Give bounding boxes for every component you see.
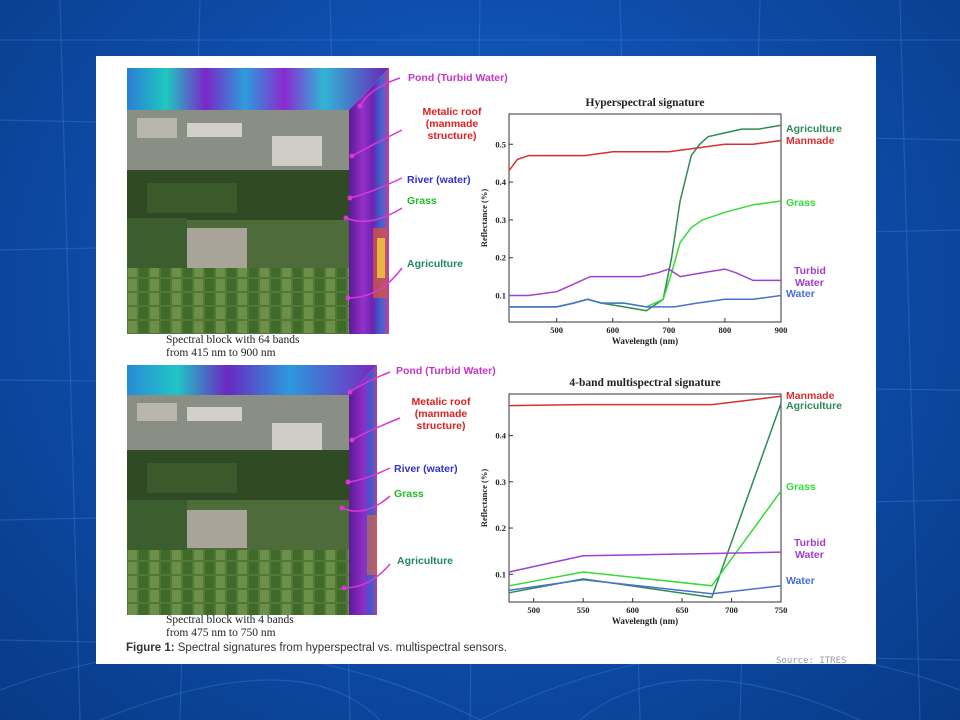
series-line-water bbox=[509, 294, 782, 308]
series-label: Water bbox=[795, 277, 824, 289]
x-tick-label: 900 bbox=[775, 325, 788, 335]
bottom-annotation-pond: Pond (Turbid Water) bbox=[396, 365, 496, 377]
series-label: Water bbox=[795, 549, 824, 561]
annotation-line: structure) bbox=[416, 420, 466, 432]
top-annotation-river: River (water) bbox=[407, 174, 471, 186]
multispectral-chart: 4-band multispectral signature 500 550 600 6… bbox=[479, 377, 842, 626]
x-tick-label: 700 bbox=[725, 605, 738, 615]
bottom-annotation-agriculture: Agriculture bbox=[397, 555, 453, 567]
chart-title: Hyperspectral signature bbox=[586, 97, 705, 109]
series-line-turbid-water bbox=[509, 268, 781, 297]
y-tick-label: 0.1 bbox=[495, 569, 506, 579]
top-cube-label-line1: Spectral block with 64 bands bbox=[166, 334, 300, 346]
bottom-annotation-metal-roof: Metalic roof (manmade structure) bbox=[405, 396, 477, 432]
y-axis-label: Reflectance (%) bbox=[479, 469, 489, 527]
series-label: Water bbox=[786, 288, 815, 300]
y-tick-label: 0.2 bbox=[495, 523, 506, 533]
chart-title: 4-band multispectral signature bbox=[569, 377, 720, 389]
series-line-turbid-water bbox=[508, 551, 782, 573]
annotation-line: Grass bbox=[407, 195, 437, 207]
series-label: Manmade bbox=[786, 390, 835, 402]
y-tick-label: 0.1 bbox=[495, 291, 506, 301]
multispectral-cube-image bbox=[127, 365, 377, 615]
source-credit: Source: ITRES bbox=[776, 656, 847, 666]
annotation-line: Pond (Turbid Water) bbox=[396, 365, 496, 377]
x-tick-label: 500 bbox=[527, 605, 540, 615]
series-label: Grass bbox=[786, 197, 816, 209]
x-tick-label: 600 bbox=[626, 605, 639, 615]
annotation-line: Metalic roof bbox=[411, 396, 471, 408]
hyperspectral-chart: Hyperspectral signature 500 600 700 800 900 0.… bbox=[479, 97, 842, 346]
series-line-manmade bbox=[508, 395, 782, 407]
annotation-line: (manmade bbox=[425, 118, 479, 130]
x-tick-label: 650 bbox=[676, 605, 689, 615]
series-label: Agriculture bbox=[786, 400, 842, 412]
top-annotation-leaders bbox=[343, 77, 403, 301]
top-annotation-grass: Grass bbox=[407, 195, 437, 207]
annotation-line: Agriculture bbox=[397, 555, 454, 567]
series-line-agriculture bbox=[508, 402, 782, 599]
x-axis-label: Wavelength (nm) bbox=[612, 336, 678, 346]
top-annotation-metal-roof: Metalic roof (manmade structure) bbox=[416, 106, 488, 142]
x-tick-label: 700 bbox=[662, 325, 675, 335]
series-label: Turbid bbox=[794, 265, 826, 277]
annotation-line: River (water) bbox=[407, 174, 471, 186]
series-line-water bbox=[508, 579, 782, 595]
series-label: Water bbox=[786, 575, 815, 587]
top-cube-label: Spectral block with 64 bands from 415 nm… bbox=[166, 334, 300, 360]
annotation-line: Grass bbox=[394, 488, 424, 500]
series-line-grass bbox=[508, 490, 782, 587]
y-tick-label: 0.5 bbox=[495, 139, 506, 149]
x-tick-label: 800 bbox=[719, 325, 732, 335]
bottom-annotation-leaders bbox=[339, 371, 401, 591]
annotation-line: Agriculture bbox=[407, 258, 464, 270]
x-tick-label: 600 bbox=[606, 325, 619, 335]
x-tick-label: 750 bbox=[775, 605, 788, 615]
series-line-manmade bbox=[508, 139, 782, 172]
bottom-cube-label-line2: from 475 nm to 750 nm bbox=[166, 627, 276, 639]
annotation-line: River (water) bbox=[394, 463, 458, 475]
plot-frame bbox=[508, 113, 782, 323]
annotation-line: Metalic roof bbox=[422, 106, 482, 118]
y-tick-label: 0.3 bbox=[495, 215, 506, 225]
annotation-line: structure) bbox=[427, 130, 477, 142]
top-cube-label-line2: from 415 nm to 900 nm bbox=[166, 347, 276, 359]
bottom-annotation-river: River (water) bbox=[394, 463, 458, 475]
series-line-grass bbox=[509, 200, 782, 308]
y-tick-label: 0.3 bbox=[495, 477, 506, 487]
figure-caption: Figure 1: Spectral signatures from hyper… bbox=[126, 642, 507, 654]
series-label: Agriculture bbox=[786, 123, 842, 135]
y-axis-label: Reflectance (%) bbox=[479, 189, 489, 247]
top-annotation-agriculture: Agriculture bbox=[407, 258, 463, 270]
hyperspectral-cube-image bbox=[127, 68, 389, 334]
x-tick-label: 500 bbox=[550, 325, 563, 335]
bottom-cube-label-line1: Spectral block with 4 bands bbox=[166, 614, 294, 626]
figure-caption-label: Figure 1: bbox=[126, 642, 175, 654]
y-tick-label: 0.4 bbox=[495, 431, 506, 441]
series-line-agriculture bbox=[509, 124, 782, 312]
series-label: Manmade bbox=[786, 135, 835, 147]
series-label: Turbid bbox=[794, 537, 826, 549]
series-label: Grass bbox=[786, 481, 816, 493]
y-tick-label: 0.4 bbox=[495, 177, 506, 187]
x-axis-label: Wavelength (nm) bbox=[612, 616, 678, 626]
x-tick-label: 550 bbox=[577, 605, 590, 615]
annotation-line: Pond (Turbid Water) bbox=[408, 72, 508, 84]
top-annotation-pond: Pond (Turbid Water) bbox=[408, 72, 508, 84]
plot-frame bbox=[508, 393, 782, 603]
y-tick-label: 0.2 bbox=[495, 253, 506, 263]
bottom-cube-label: Spectral block with 4 bands from 475 nm … bbox=[166, 614, 294, 640]
annotation-line: (manmade bbox=[414, 408, 468, 420]
bottom-annotation-grass: Grass bbox=[394, 488, 424, 500]
figure-caption-text: Spectral signatures from hyperspectral v… bbox=[174, 642, 507, 654]
